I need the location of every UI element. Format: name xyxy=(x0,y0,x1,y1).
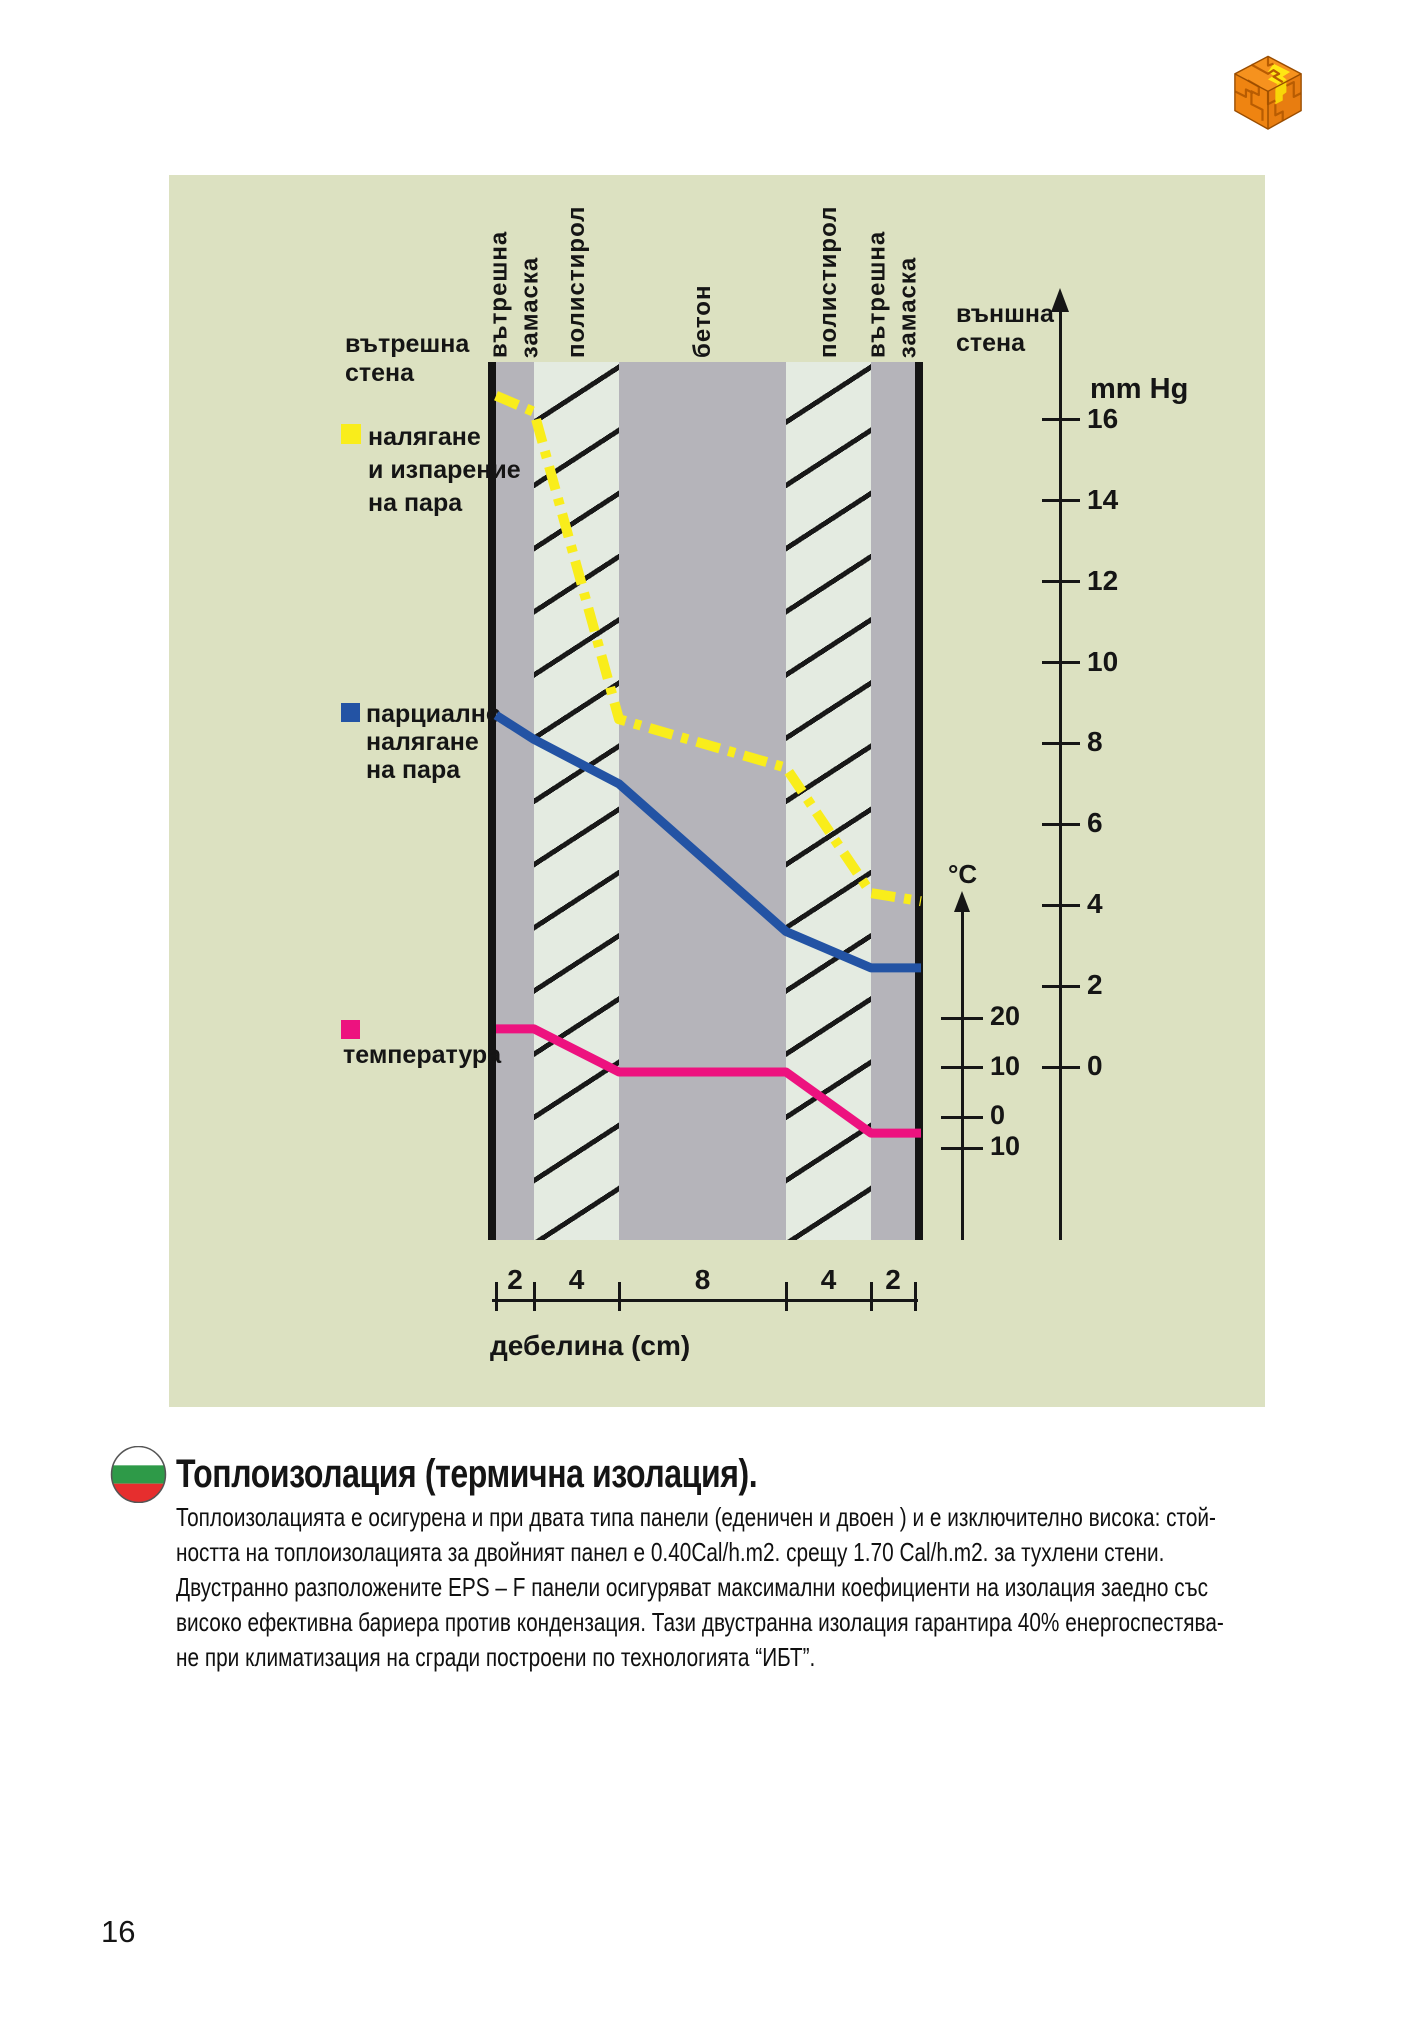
layer-label-4: вътрешна замаска xyxy=(864,231,923,358)
inner-wall-label: вътрешна стена xyxy=(345,330,470,387)
celsius-axis-line xyxy=(961,910,964,1240)
legend-partial-pressure: парциално налягане на пара xyxy=(341,700,501,784)
legend-saturation-pressure: налягане и изпарение на пара xyxy=(341,421,521,520)
celsius-tick xyxy=(941,1066,983,1069)
legend-line: температура xyxy=(343,1041,502,1069)
layer-label-3: полистирол xyxy=(815,206,843,358)
paragraph-line: високо ефективна бариера против конденза… xyxy=(176,1607,1224,1637)
celsius-tick-label: 10 xyxy=(990,1131,1021,1161)
layer-label-text: замаска xyxy=(516,256,544,358)
section-heading: Топлоизолация (термична изолация). xyxy=(176,1452,758,1496)
layer-label-text: вътрешна xyxy=(863,230,891,358)
mmhg-tick xyxy=(1042,580,1080,584)
thickness-tick xyxy=(785,1282,788,1311)
thickness-axis-title: дебелина (cm) xyxy=(490,1330,691,1361)
mmhg-tick xyxy=(1042,903,1080,907)
layer-polystyrene-outer xyxy=(786,362,871,1240)
mmhg-tick xyxy=(1042,984,1080,988)
paragraph-line: Двустранно разположените EPS – F панели … xyxy=(176,1572,1209,1602)
celsius-tick-label: 20 xyxy=(990,1001,1021,1031)
thickness-segment-label: 4 xyxy=(820,1264,837,1295)
mmhg-tick-label: 8 xyxy=(1087,726,1103,758)
outer-wall-label: външна стена xyxy=(956,300,1054,357)
layer-polystyrene-inner xyxy=(534,362,619,1240)
thickness-segment-label: 2 xyxy=(507,1264,523,1295)
layer-label-text: вътрешна xyxy=(485,230,513,358)
mmhg-tick xyxy=(1042,822,1080,826)
mmhg-tick-label: 12 xyxy=(1087,564,1119,596)
diagram-panel: вътрешна стена външна стена вътрешна зама… xyxy=(169,175,1265,1407)
legend-swatch-pink xyxy=(341,1020,360,1039)
bulgarian-flag-icon xyxy=(110,1446,167,1503)
mmhg-axis-arrow-icon xyxy=(1051,288,1069,312)
layer-label-0: вътрешна замаска xyxy=(486,231,545,358)
puzzle-cube-logo-icon xyxy=(1222,48,1314,142)
mmhg-tick-label: 14 xyxy=(1087,483,1119,515)
celsius-tick xyxy=(941,1115,983,1119)
legend-line: налягане xyxy=(366,728,479,756)
layer-label-text: бетон xyxy=(688,284,716,358)
thickness-segment-label: 8 xyxy=(694,1264,711,1295)
celsius-tick xyxy=(941,1146,983,1150)
paragraph-line: не при климатизация на сгради построени … xyxy=(176,1642,816,1672)
celsius-tick xyxy=(941,1016,983,1020)
layer-outer-plaster xyxy=(871,362,915,1240)
layer-label-text: полистирол xyxy=(562,205,590,358)
paragraph-line: Топлоизолацията е осигурена и при двата … xyxy=(176,1502,1216,1532)
mmhg-tick xyxy=(1042,499,1080,503)
thickness-tick xyxy=(533,1282,536,1311)
layer-label-text: полистирол xyxy=(814,205,842,358)
legend-line: налягане xyxy=(368,423,481,451)
legend-line: парциално xyxy=(366,700,502,728)
mmhg-tick-label: 2 xyxy=(1087,969,1103,1001)
legend-text: налягане и изпарение на пара xyxy=(368,421,521,520)
page-number: 16 xyxy=(101,1914,136,1949)
mmhg-axis-title: mm Hg xyxy=(1090,373,1189,405)
legend-text: температура xyxy=(343,1041,501,1069)
thickness-scale-line xyxy=(492,1299,918,1302)
legend-swatch-yellow xyxy=(341,424,361,444)
mmhg-tick xyxy=(1042,661,1080,665)
thickness-tick xyxy=(870,1282,873,1311)
layer-label-text: замаска xyxy=(894,256,922,358)
thickness-tick xyxy=(495,1282,498,1311)
mmhg-tick-label: 4 xyxy=(1087,888,1103,920)
layer-label-2: бетон xyxy=(689,285,717,358)
mmhg-tick-label: 16 xyxy=(1087,402,1119,434)
legend-line: на пара xyxy=(368,489,463,517)
legend-text: парциално налягане на пара xyxy=(366,700,501,784)
layer-label-1: полистирол xyxy=(563,206,591,358)
thickness-tick xyxy=(618,1282,621,1311)
paragraph-line: ността на топлоизолацията за двойният па… xyxy=(176,1537,1165,1567)
mmhg-tick xyxy=(1042,1065,1080,1069)
mmhg-tick xyxy=(1042,418,1080,422)
celsius-tick-label: 10 xyxy=(990,1050,1021,1081)
celsius-axis-title: °C xyxy=(948,859,978,889)
layer-concrete xyxy=(619,362,786,1240)
mmhg-tick-label: 6 xyxy=(1087,807,1103,839)
wall-cross-section xyxy=(488,362,923,1240)
mmhg-tick xyxy=(1042,741,1080,745)
celsius-tick-label: 0 xyxy=(990,1100,1006,1130)
thickness-segment-label: 4 xyxy=(568,1264,585,1295)
legend-temperature: температура xyxy=(341,1020,501,1069)
thickness-tick xyxy=(914,1282,917,1311)
legend-line: и изпарение xyxy=(368,456,521,484)
mmhg-tick-label: 10 xyxy=(1087,645,1119,677)
celsius-axis-arrow-icon xyxy=(954,891,970,912)
mmhg-tick-label: 0 xyxy=(1087,1050,1103,1081)
thickness-segment-label: 2 xyxy=(885,1264,901,1295)
legend-swatch-blue xyxy=(341,703,360,722)
legend-line: на пара xyxy=(366,756,461,784)
mmhg-axis-line xyxy=(1059,308,1062,1240)
